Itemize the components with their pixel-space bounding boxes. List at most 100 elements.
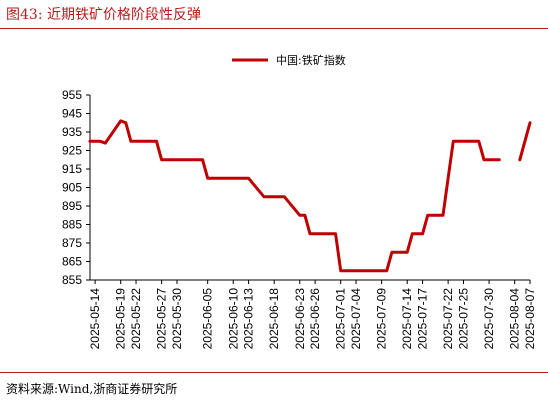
y-tick-label: 885	[62, 218, 82, 232]
data-point	[119, 119, 122, 123]
data-point	[93, 140, 97, 143]
x-tick-label: 2025-07-25	[456, 288, 470, 350]
data-point	[390, 251, 394, 254]
data-point	[155, 140, 158, 143]
x-tick-label: 2025-07-01	[334, 288, 348, 350]
x-tick-label: 2025-08-04	[508, 288, 522, 350]
x-tick-label: 2025-07-30	[482, 288, 496, 350]
data-point	[267, 195, 271, 198]
data-point	[482, 158, 486, 161]
data-point	[493, 158, 496, 161]
data-point	[339, 269, 342, 272]
data-point	[242, 177, 245, 180]
data-point	[247, 177, 250, 180]
x-tick-label: 2025-06-10	[226, 288, 240, 350]
y-tick-label: 855	[62, 273, 82, 287]
data-point	[477, 140, 480, 143]
data-point	[421, 232, 424, 235]
data-point	[124, 121, 128, 125]
x-tick-label: 2025-08-07	[523, 288, 537, 350]
y-tick-label: 955	[62, 88, 82, 102]
figure-title: 图43: 近期铁矿价格阶段性反弹	[6, 7, 201, 23]
data-point	[140, 140, 143, 143]
x-tick-label: 2025-06-18	[267, 288, 281, 350]
x-tick-label: 2025-07-04	[349, 288, 363, 350]
x-tick-label: 2025-05-14	[88, 288, 102, 350]
x-tick-label: 2025-05-19	[114, 288, 128, 350]
data-point	[344, 269, 347, 272]
series-line	[88, 119, 501, 273]
data-point	[88, 140, 92, 143]
data-point	[160, 158, 163, 161]
top-rule	[0, 28, 548, 29]
data-point	[375, 269, 378, 272]
data-point	[334, 232, 337, 235]
data-point	[232, 177, 235, 180]
data-point	[523, 140, 527, 143]
data-point	[528, 121, 532, 125]
data-point	[175, 158, 179, 161]
data-point	[134, 140, 138, 143]
data-point	[226, 177, 230, 180]
data-point	[380, 269, 383, 272]
y-tick-label: 875	[62, 236, 82, 250]
data-point	[319, 232, 322, 235]
data-point	[416, 232, 419, 235]
data-point	[446, 177, 450, 180]
data-point	[129, 140, 133, 143]
data-point	[385, 269, 388, 272]
x-tick-label: 2025-07-09	[375, 288, 389, 350]
data-point	[283, 195, 286, 198]
data-point	[99, 140, 102, 143]
source-note: 资料来源:Wind,浙商证券研究所	[6, 382, 178, 396]
y-tick-label: 905	[62, 181, 82, 195]
bottom-rule	[0, 372, 548, 373]
data-point	[313, 232, 317, 235]
data-point	[441, 214, 445, 217]
data-point	[165, 158, 168, 161]
data-point	[237, 177, 240, 180]
y-tick-label: 925	[62, 144, 82, 158]
x-tick-label: 2025-05-30	[170, 288, 184, 350]
x-tick-label: 2025-07-17	[416, 288, 430, 350]
data-point	[278, 195, 281, 198]
data-point	[349, 269, 353, 272]
data-point	[452, 140, 455, 143]
legend-label: 中国:铁矿指数	[276, 53, 346, 67]
data-point	[201, 158, 204, 161]
y-tick-label: 945	[62, 107, 82, 121]
y-tick-label: 915	[62, 162, 82, 176]
data-point	[308, 232, 312, 235]
data-point	[273, 195, 276, 198]
x-tick-label: 2025-06-13	[242, 288, 256, 350]
data-point	[457, 140, 460, 143]
x-tick-label: 2025-06-05	[201, 288, 215, 350]
data-point	[262, 195, 266, 198]
chart-legend: 中国:铁矿指数	[232, 53, 346, 67]
data-point	[211, 177, 214, 180]
data-point	[170, 158, 174, 161]
data-point	[206, 177, 209, 180]
x-tick-label: 2025-05-27	[155, 288, 169, 350]
data-point	[370, 269, 373, 272]
line-chart: 中国:铁矿指数 855 865 875 885 895 905 915 925 935 945 95…	[62, 53, 537, 350]
data-point	[518, 158, 521, 161]
data-point	[487, 158, 491, 161]
x-tick-label: 2025-07-14	[400, 288, 414, 350]
x-tick-label: 2025-05-22	[129, 288, 143, 350]
data-point	[298, 214, 301, 217]
data-point	[303, 214, 307, 217]
y-tick-label: 935	[62, 125, 82, 139]
y-tick-label: 895	[62, 199, 82, 213]
x-tick-label: 2025-06-26	[308, 288, 322, 350]
x-tick-label: 2025-06-23	[293, 288, 307, 350]
data-point	[426, 214, 429, 217]
data-point	[104, 141, 107, 145]
data-point	[196, 158, 199, 161]
x-tick-label: 2025-07-22	[441, 288, 455, 350]
data-point	[498, 158, 501, 161]
data-point	[462, 140, 465, 143]
data-point	[354, 269, 358, 272]
data-point	[411, 232, 414, 235]
data-point	[406, 251, 409, 254]
